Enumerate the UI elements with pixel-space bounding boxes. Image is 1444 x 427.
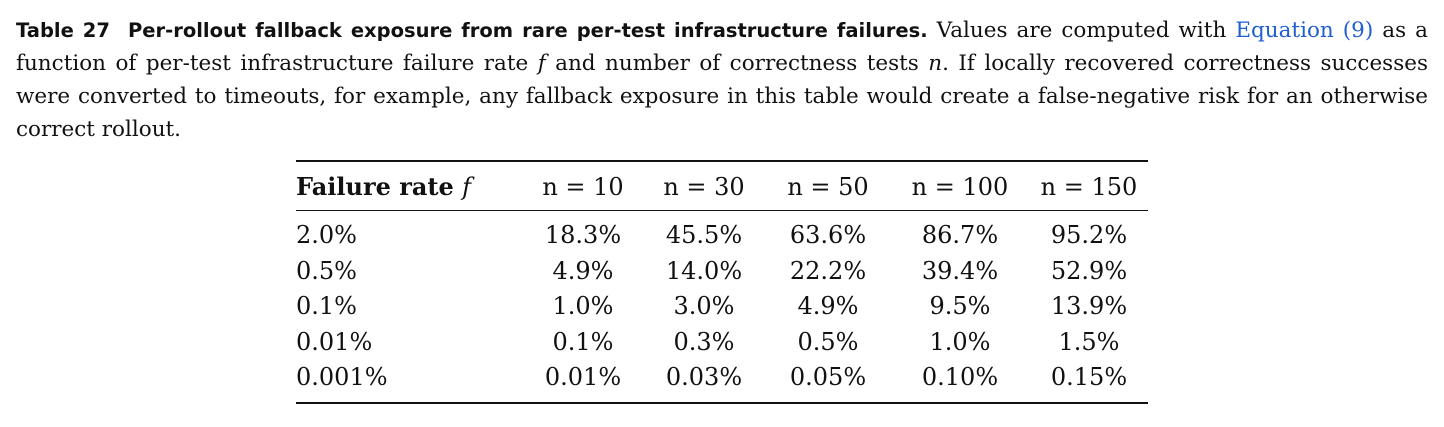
table-cell: 0.10%	[921, 363, 999, 391]
header-n10: n = 10	[524, 161, 642, 211]
caption-title: Per-rollout fallback exposure from rare …	[128, 19, 928, 42]
table-row: 2.0% 18.3% 45.5% 63.6% 86.7% 95.2%	[296, 211, 1148, 254]
caption-label: Table 27	[16, 19, 110, 42]
table-header-row: Failure rate f n = 10 n = 30 n = 50 n = …	[296, 161, 1148, 211]
table-cell: 0.5%	[797, 327, 859, 356]
header-failure-rate-label: Failure rate	[296, 172, 454, 201]
header-n30: n = 30	[642, 161, 766, 211]
caption-text: Values are computed with	[936, 18, 1227, 43]
table-cell: 4.9%	[797, 292, 859, 320]
fallback-exposure-table-container: Failure rate f n = 10 n = 30 n = 50 n = …	[296, 160, 1148, 404]
table-cell: 22.2%	[789, 256, 867, 285]
variable-n: n	[928, 51, 943, 76]
caption-text: and number of correctness tests	[555, 51, 919, 76]
table-cell: 9.5%	[929, 292, 991, 320]
row-failure-rate: 0.001%	[296, 363, 388, 391]
table-cell: 0.3%	[673, 327, 735, 356]
table-cell: 1.0%	[552, 292, 614, 320]
header-n50: n = 50	[766, 161, 890, 211]
header-n150: n = 150	[1030, 161, 1148, 211]
table-row: 0.01% 0.1% 0.3% 0.5% 1.0% 1.5%	[296, 325, 1148, 361]
table-cell: 1.0%	[929, 327, 991, 356]
header-n100: n = 100	[890, 161, 1030, 211]
table-cell: 0.05%	[789, 363, 867, 391]
table-row: 0.001% 0.01% 0.03% 0.05% 0.10% 0.15%	[296, 360, 1148, 403]
table-cell: 3.0%	[673, 292, 735, 320]
table-cell: 52.9%	[1050, 256, 1128, 285]
row-failure-rate: 0.01%	[296, 327, 373, 356]
table-cell: 0.15%	[1050, 363, 1128, 391]
equation-link[interactable]: Equation (9)	[1235, 18, 1374, 43]
row-failure-rate: 2.0%	[296, 221, 357, 249]
table-cell: 13.9%	[1050, 292, 1128, 320]
table-row: 0.5% 4.9% 14.0% 22.2% 39.4% 52.9%	[296, 254, 1148, 290]
row-failure-rate: 0.5%	[296, 256, 357, 285]
table-cell: 0.01%	[544, 363, 622, 391]
header-failure-rate-var: f	[462, 173, 472, 201]
table-cell: 18.3%	[544, 221, 622, 249]
table-cell: 95.2%	[1050, 221, 1128, 249]
caption-text: . If locally recovered correctness succe…	[16, 51, 1429, 142]
fallback-exposure-table: Failure rate f n = 10 n = 30 n = 50 n = …	[296, 160, 1148, 404]
table-cell: 45.5%	[665, 221, 743, 249]
table-cell: 0.1%	[552, 327, 614, 356]
table-cell: 86.7%	[921, 221, 999, 249]
table-cell: 14.0%	[665, 256, 743, 285]
table-cell: 1.5%	[1058, 327, 1120, 356]
table-cell: 63.6%	[789, 221, 867, 249]
table-cell: 0.03%	[665, 363, 743, 391]
table-cell: 39.4%	[921, 256, 999, 285]
variable-f: f	[537, 51, 546, 76]
caption-text: as a function of per-test infrastructure…	[16, 18, 1428, 76]
table-cell: 4.9%	[552, 256, 614, 285]
table-caption: Table 27 Per-rollout fallback exposure f…	[16, 14, 1428, 146]
table-row: 0.1% 1.0% 3.0% 4.9% 9.5% 13.9%	[296, 289, 1148, 325]
row-failure-rate: 0.1%	[296, 292, 357, 320]
header-failure-rate: Failure rate f	[296, 161, 524, 211]
